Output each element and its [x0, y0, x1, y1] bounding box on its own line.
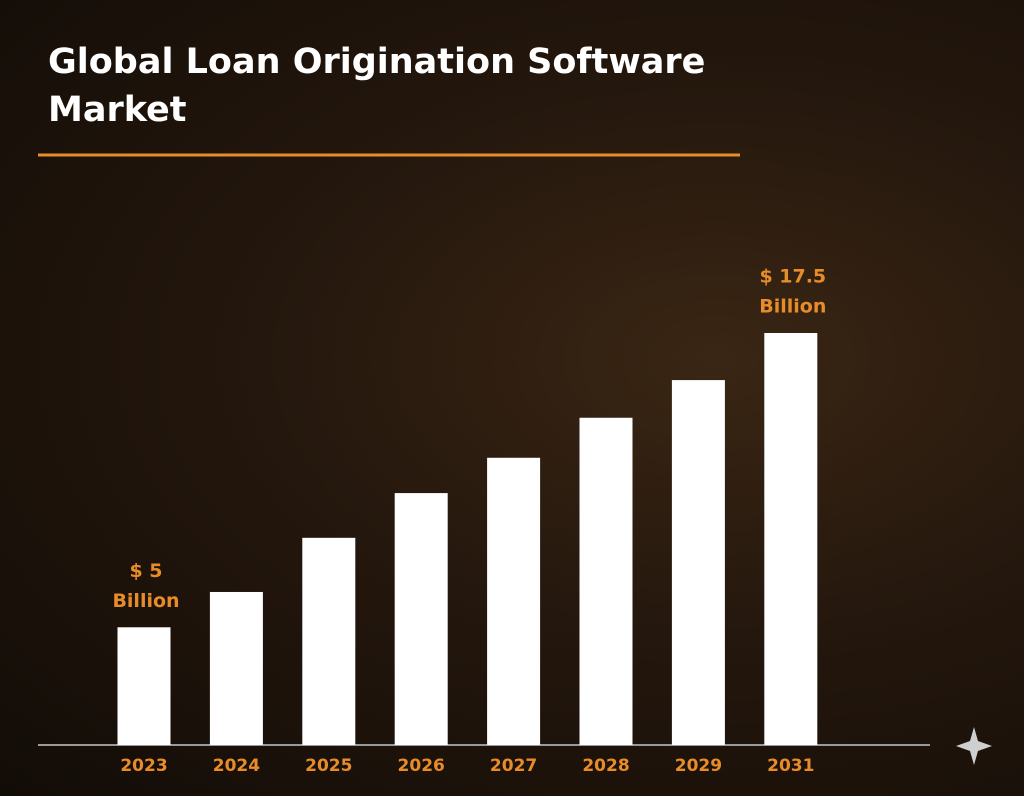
x-tick-label: 2027	[490, 756, 537, 776]
bar	[487, 457, 541, 745]
chart-title: Global Loan Origination Software Market	[48, 42, 706, 130]
bar	[209, 591, 263, 745]
value-label: $ 5	[129, 560, 162, 582]
x-tick-label: 2025	[305, 756, 352, 776]
bar	[394, 493, 448, 745]
x-tick-label: 2031	[767, 756, 814, 776]
x-tick-label: 2029	[675, 756, 722, 776]
bar	[117, 627, 171, 745]
value-label: $ 17.5	[759, 266, 826, 288]
x-tick-label: 2026	[398, 756, 445, 776]
bar	[671, 380, 725, 745]
x-tick-label: 2023	[120, 756, 167, 776]
bar	[579, 417, 633, 745]
bar	[764, 333, 818, 745]
value-label: Billion	[759, 296, 826, 318]
sparkle-icon	[956, 727, 992, 765]
x-tick-label: 2028	[582, 756, 629, 776]
value-label: Billion	[112, 590, 179, 612]
bar	[302, 537, 356, 745]
x-tick-label: 2024	[213, 756, 260, 776]
